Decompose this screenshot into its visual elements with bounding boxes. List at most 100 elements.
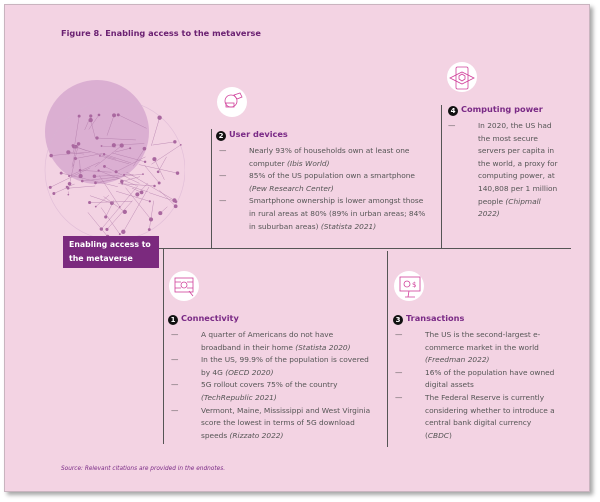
network-link: [123, 186, 150, 232]
network-link: [111, 152, 146, 163]
bullet-dash: —: [395, 367, 403, 377]
network-node: [157, 181, 161, 185]
network-link: [103, 196, 125, 213]
network-link: [97, 137, 136, 141]
list-item: — The Federal Reserve is currently consid…: [395, 392, 555, 442]
network-link: [75, 153, 103, 159]
network-node: [66, 150, 71, 155]
list-user-devices: — Nearly 93% of households own at least o…: [219, 145, 429, 233]
network-link: [133, 148, 145, 167]
item-text: The US is the second-largest e-commerce …: [425, 330, 541, 352]
network-node: [89, 114, 93, 118]
network-link: [99, 175, 121, 208]
network-node: [152, 157, 157, 162]
list-item: — 16% of the population have owned digita…: [395, 367, 555, 392]
network-link: [159, 190, 176, 207]
item-text: Smartphone ownership is lower amongst th…: [249, 196, 426, 231]
bullet-dash: —: [219, 171, 227, 181]
network-link: [113, 143, 145, 146]
network-link: [82, 177, 113, 182]
network-node: [143, 160, 147, 164]
network-link: [118, 183, 155, 187]
network-link: [66, 183, 75, 188]
network-node: [94, 181, 97, 185]
item-citation: (Freedman 2022): [425, 355, 490, 365]
network-node: [67, 182, 72, 186]
network-node: [78, 174, 83, 179]
heading-transactions: 3 Transactions: [393, 313, 464, 325]
list-item: — Nearly 93% of households own at least o…: [219, 145, 429, 170]
network-node: [67, 193, 70, 196]
network-link: [148, 192, 176, 202]
network-node: [48, 185, 52, 189]
network-link: [50, 167, 91, 188]
item-citation: (Statista 2020): [295, 342, 351, 352]
network-node: [99, 155, 101, 157]
network-node: [100, 145, 103, 147]
network-node: [123, 173, 126, 176]
vr-headset-gamepad-icon: [217, 87, 247, 117]
network-node: [105, 227, 109, 231]
network-node: [111, 143, 116, 148]
network-node: [174, 200, 178, 203]
monitor-gear-dollar-icon: $: [394, 271, 424, 301]
network-node: [68, 175, 71, 178]
network-node: [142, 173, 144, 175]
bullet-dash: —: [171, 380, 179, 390]
network-link: [98, 170, 137, 186]
item-citation: (TechRepublic 2021): [201, 392, 277, 402]
network-link: [72, 145, 87, 151]
network-node: [116, 113, 120, 117]
connector-transactions: [387, 251, 388, 447]
item-text: 16% of the population have owned digital…: [425, 367, 555, 390]
network-link: [95, 194, 110, 207]
item-citation: (Rizzato 2022): [229, 430, 284, 440]
smartphone-cube-icon: [447, 62, 477, 92]
network-link: [69, 163, 75, 184]
item-citation: (Chipmall 2022): [478, 196, 541, 219]
network-node: [94, 205, 97, 208]
network-link: [88, 114, 100, 130]
network-link: [87, 212, 108, 237]
item-citation: (Pew Research Center): [249, 183, 334, 193]
network-link: [79, 159, 81, 177]
item-citation: (Ibis World): [287, 158, 330, 168]
network-link: [89, 195, 112, 204]
bullet-dash: —: [219, 196, 227, 206]
network-link: [100, 207, 120, 235]
bullet-dash: —: [395, 392, 403, 402]
connector-horizontal: [159, 248, 571, 249]
network-node: [88, 200, 92, 205]
heading-connectivity: 1 Connectivity: [168, 313, 239, 325]
network-node: [103, 165, 106, 168]
network-link: [105, 200, 115, 218]
list-item: — A quarter of Americans do not have broa…: [171, 329, 371, 354]
network-link: [68, 185, 96, 189]
network-node: [175, 171, 180, 175]
network-node: [120, 179, 124, 184]
item-text: In 2020, the US had the most secure serv…: [478, 121, 558, 206]
network-link: [84, 115, 91, 130]
network-node: [148, 200, 151, 203]
network-link: [73, 143, 79, 167]
list-connectivity: — A quarter of Americans do not have broa…: [171, 329, 371, 442]
network-link: [71, 146, 77, 168]
list-item: — In the US, 99.9% of the population is c…: [171, 354, 371, 379]
network-node: [59, 171, 63, 175]
list-item: — The US is the second-largest e-commerce…: [395, 329, 555, 367]
bullet-dash: —: [395, 330, 403, 339]
network-node: [71, 144, 75, 147]
bullet-dash: —: [219, 146, 227, 155]
bullet-dash: —: [171, 330, 179, 339]
list-transactions: — The US is the second-largest e-commerce…: [395, 329, 555, 442]
network-link: [94, 145, 122, 168]
network-link: [144, 165, 160, 184]
network-link: [51, 151, 91, 156]
network-node: [49, 153, 53, 158]
network-node: [156, 170, 160, 174]
list-item: — Vermont, Maine, Mississippi and West Vi…: [171, 405, 371, 443]
network-node: [173, 140, 177, 144]
network-node: [142, 146, 147, 151]
network-node: [179, 143, 182, 146]
figure-title: Figure 8. Enabling access to the metaver…: [61, 28, 261, 38]
